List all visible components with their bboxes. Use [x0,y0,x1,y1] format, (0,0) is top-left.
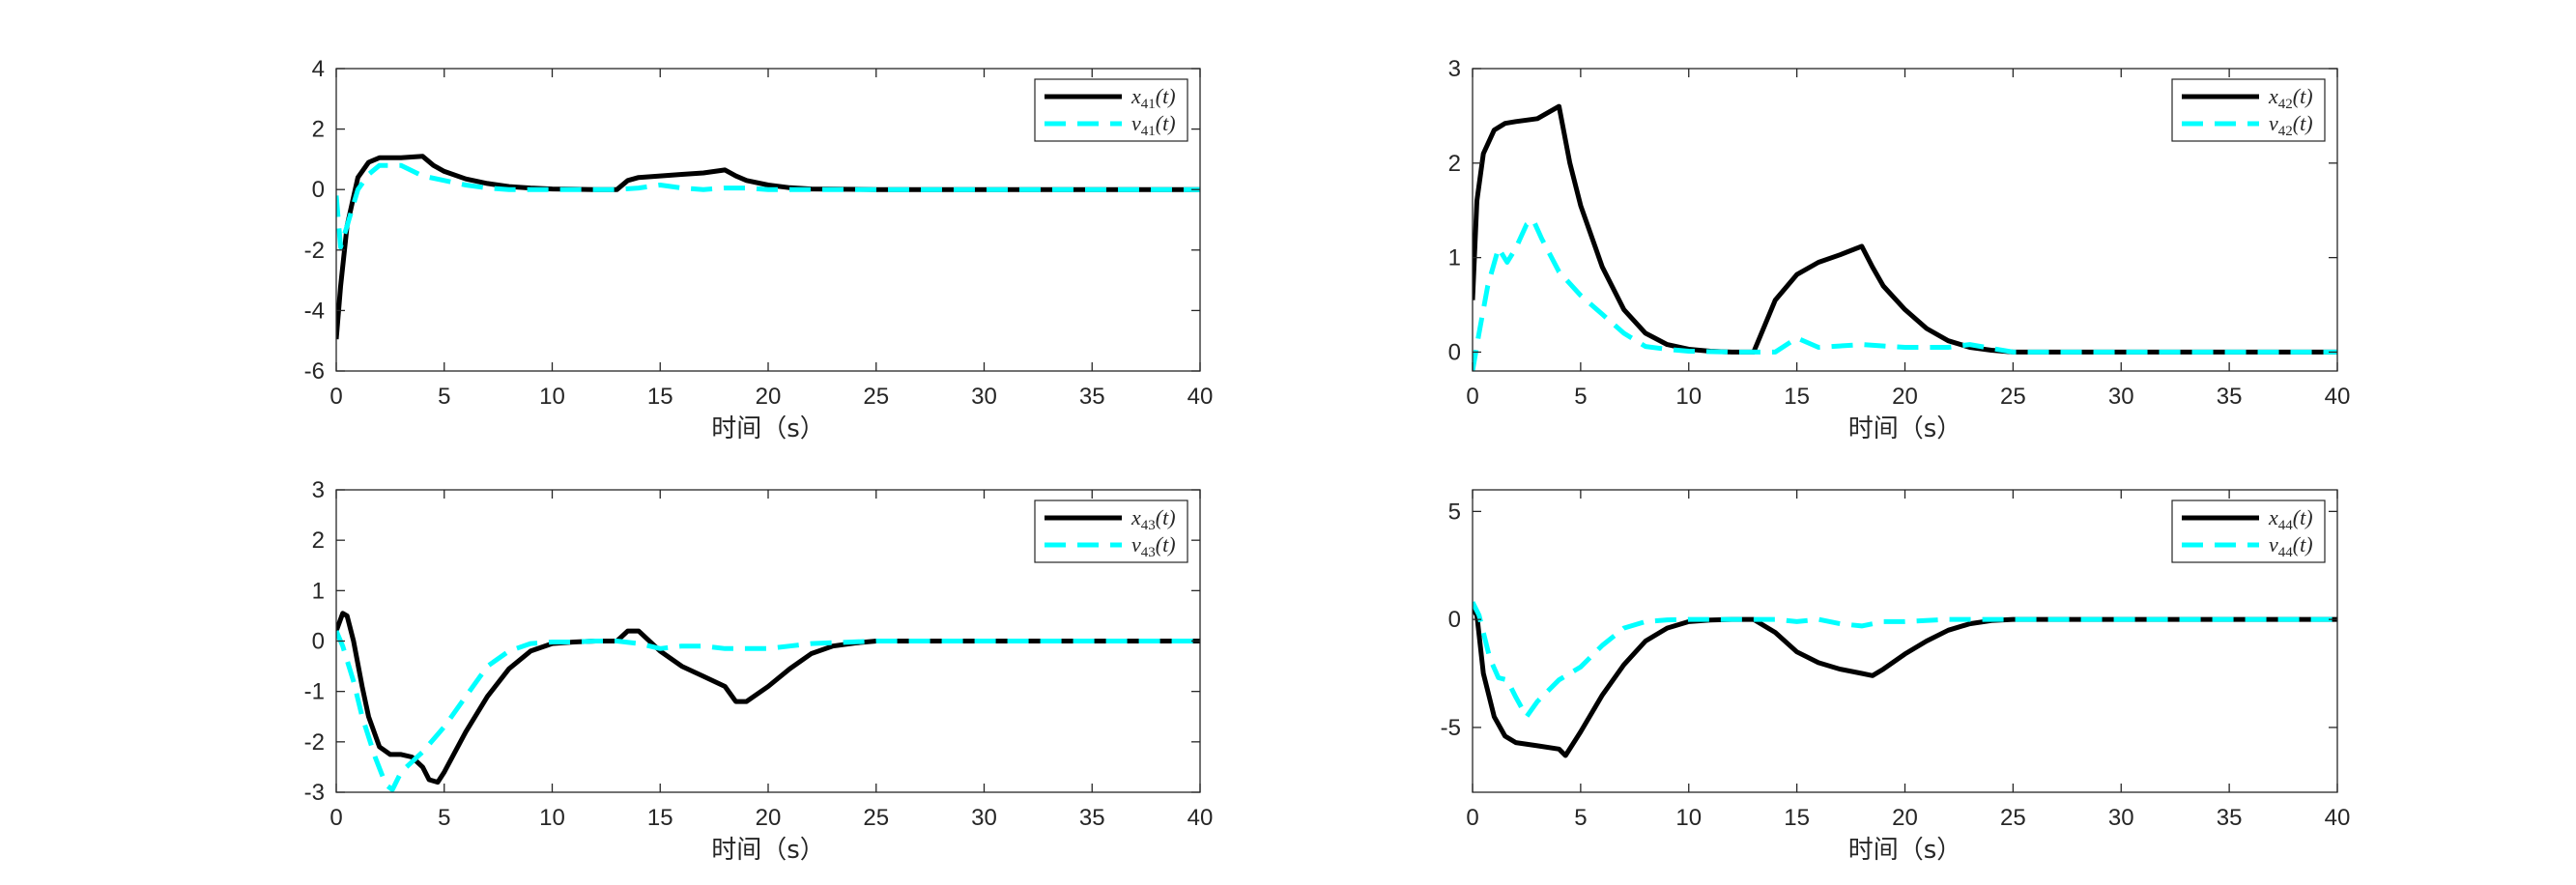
y-tick-label: -1 [304,679,325,705]
legend-label: v44(t) [2269,532,2313,560]
x-tick-label: 40 [2325,805,2351,831]
y-tick-label: 1 [1448,245,1461,271]
x-tick-label: 40 [2325,384,2351,410]
y-tick-label: 2 [312,528,325,554]
x-tick-label: 25 [863,805,889,831]
x-tick-label: 25 [863,384,889,410]
x-tick-label: 15 [1784,805,1810,831]
y-tick-label: -2 [304,729,325,756]
x-tick-label: 20 [756,805,782,831]
y-tick-label: 0 [1448,607,1461,633]
legend: x44(t)v44(t) [2171,500,2326,563]
x-tick-label: 0 [1466,805,1478,831]
x-tick-label: 30 [971,384,997,410]
x-tick-label: 30 [971,805,997,831]
x-tick-label: 5 [438,805,450,831]
y-tick-label: 2 [312,117,325,143]
x-tick-label: 10 [539,384,565,410]
legend: x43(t)v43(t) [1034,500,1188,563]
legend-box [1034,500,1188,563]
x-tick-label: 25 [2000,805,2026,831]
y-tick-label: 0 [312,629,325,655]
y-tick-label: -4 [304,298,325,324]
legend: x41(t)v41(t) [1034,78,1188,142]
x-tick-label: 15 [647,384,673,410]
x-tick-label: 15 [647,805,673,831]
legend-label: v43(t) [1131,532,1176,560]
legend-label: x43(t) [1131,505,1176,533]
x-tick-label: 40 [1188,384,1214,410]
legend-box [2171,500,2326,563]
y-tick-label: 4 [312,56,325,82]
chart-p41: 0 5 10 15 20 25 30 35 40 -6 -4 -2 0 2 4 时间（s） x41(t)v41(… [304,56,1214,443]
x-tick-label: 30 [2108,384,2134,410]
x-tick-label: 5 [1574,805,1587,831]
x-tick-label: 35 [2217,384,2243,410]
legend-label: v42(t) [2269,111,2313,139]
series-line-v [336,162,1200,250]
x-tick-label: 10 [539,805,565,831]
x-tick-label: 15 [1784,384,1810,410]
x-tick-label: 20 [1892,384,1918,410]
chart-p42: 0 5 10 15 20 25 30 35 40 0 1 2 3 时间（s） x42(t)v42(t) [1448,56,2351,443]
y-tick-label: 1 [312,578,325,604]
chart-p44: 0 5 10 15 20 25 30 35 40 -5 0 5 时间（s） x44(t)v44(t) [1441,489,2351,865]
y-tick-label: -6 [304,358,325,385]
x-tick-label: 25 [2000,384,2026,410]
series-line-x [1473,607,2337,758]
y-tick-label: 0 [312,177,325,203]
x-tick-label: 35 [1079,805,1105,831]
x-tick-label: 35 [1079,384,1105,410]
x-axis-label: 时间（s） [711,836,825,865]
x-tick-label: 0 [1466,384,1478,410]
y-tick-label: 5 [1448,499,1461,525]
series-line-v [1473,217,2337,371]
y-tick-label: -5 [1441,715,1461,741]
y-tick-label: 3 [1448,56,1461,82]
legend-label: x41(t) [1131,84,1176,112]
y-tick-label: 3 [312,477,325,503]
legend-label: x42(t) [2268,84,2313,112]
x-tick-label: 0 [329,805,342,831]
x-tick-label: 0 [329,384,342,410]
y-tick-label: -2 [304,238,325,264]
x-tick-label: 5 [438,384,450,410]
legend: x42(t)v42(t) [2171,78,2326,142]
series-line-v [1473,601,2337,720]
x-tick-label: 20 [1892,805,1918,831]
x-axis-label: 时间（s） [1848,836,1962,865]
x-tick-label: 20 [756,384,782,410]
series-line-v [336,630,1200,792]
x-tick-label: 40 [1188,805,1214,831]
y-tick-label: 0 [1448,339,1461,365]
x-axis-label: 时间（s） [1848,414,1962,443]
x-tick-label: 35 [2217,805,2243,831]
legend-label: x44(t) [2268,505,2313,533]
legend-label: v41(t) [1131,111,1176,139]
x-axis-label: 时间（s） [711,414,825,443]
legend-box [1034,78,1188,142]
x-tick-label: 10 [1675,805,1702,831]
x-tick-label: 30 [2108,805,2134,831]
legend-box [2171,78,2326,142]
y-tick-label: -3 [304,780,325,806]
x-tick-label: 5 [1574,384,1587,410]
y-tick-label: 2 [1448,151,1461,177]
chart-p43: 0 5 10 15 20 25 30 35 40 -3 -2 -1 0 1 2 3 时间（s） x43(t)v43… [304,477,1214,865]
x-tick-label: 10 [1675,384,1702,410]
